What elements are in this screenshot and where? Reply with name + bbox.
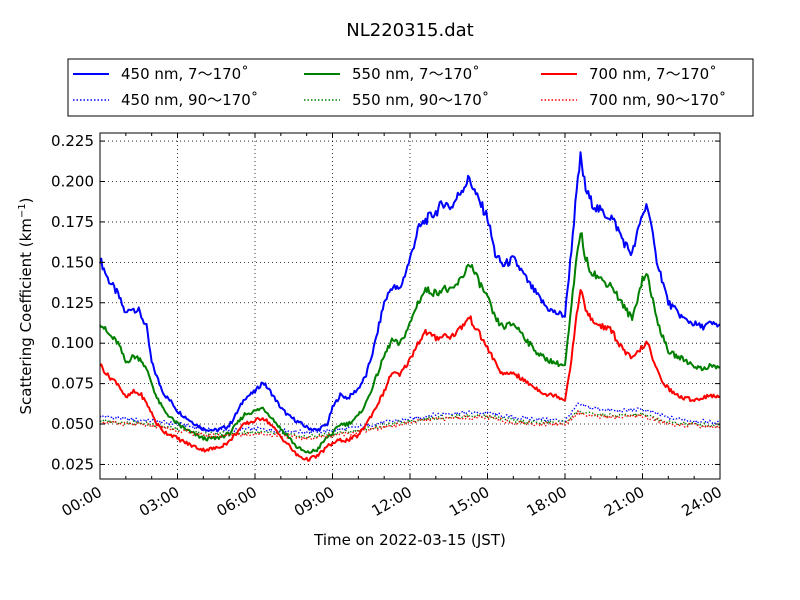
x-tick-label: 24:00 <box>679 483 725 520</box>
y-tick-label: 0.075 <box>51 375 94 393</box>
x-tick-label: 15:00 <box>446 483 492 520</box>
y-tick-label: 0.025 <box>51 455 94 473</box>
x-tick-label: 00:00 <box>59 483 105 520</box>
y-tick-label: 0.175 <box>51 213 94 231</box>
chart-title: NL220315.dat <box>346 20 473 41</box>
y-axis-label-main: Scattering Coefficient (km <box>17 218 35 414</box>
x-tick-label: 12:00 <box>369 483 415 520</box>
legend-entry-label: 450 nm, 90～170˚ <box>121 91 258 109</box>
legend: 450 nm, 7～170˚ 450 nm, 90～170˚ 550 nm, 7～1… <box>67 58 754 117</box>
grid <box>100 133 720 479</box>
y-tick-label: 0.125 <box>51 294 94 312</box>
series-layer <box>99 151 721 462</box>
x-tick-label: 06:00 <box>214 483 260 520</box>
x-tick-label: 21:00 <box>601 483 647 520</box>
y-tick-label: 0.150 <box>51 253 94 271</box>
legend-frame <box>67 58 754 117</box>
y-tick-label: 0.050 <box>51 415 94 433</box>
y-axis-label: Scattering Coefficient (km−1) <box>17 197 35 414</box>
series-line <box>99 409 721 439</box>
y-axis-label-close: ) <box>17 197 35 203</box>
series-line <box>99 402 721 435</box>
x-tick-label: 09:00 <box>291 483 337 520</box>
axis-ticks: 00:00 03:00 06:00 09:00 12:00 15:00 18:00 21:00… <box>51 132 725 520</box>
legend-entry-label: 450 nm, 7～170˚ <box>121 65 249 83</box>
y-tick-label: 0.225 <box>51 132 94 150</box>
x-tick-label: 18:00 <box>524 483 570 520</box>
y-axis-label-sup: −1 <box>17 203 28 218</box>
legend-entry-label: 700 nm, 90～170˚ <box>589 91 726 109</box>
legend-entry-label: 550 nm, 7～170˚ <box>352 65 480 83</box>
series-line <box>99 151 721 433</box>
series-line <box>99 289 721 462</box>
series-line <box>99 232 721 454</box>
legend-entry-label: 700 nm, 7～170˚ <box>589 65 717 83</box>
legend-entry-label: 550 nm, 90～170˚ <box>352 91 489 109</box>
x-tick-label: 03:00 <box>136 483 182 520</box>
y-tick-label: 0.200 <box>51 173 94 191</box>
y-tick-label: 0.100 <box>51 334 94 352</box>
x-axis-label: Time on 2022-03-15 (JST) <box>313 531 506 549</box>
